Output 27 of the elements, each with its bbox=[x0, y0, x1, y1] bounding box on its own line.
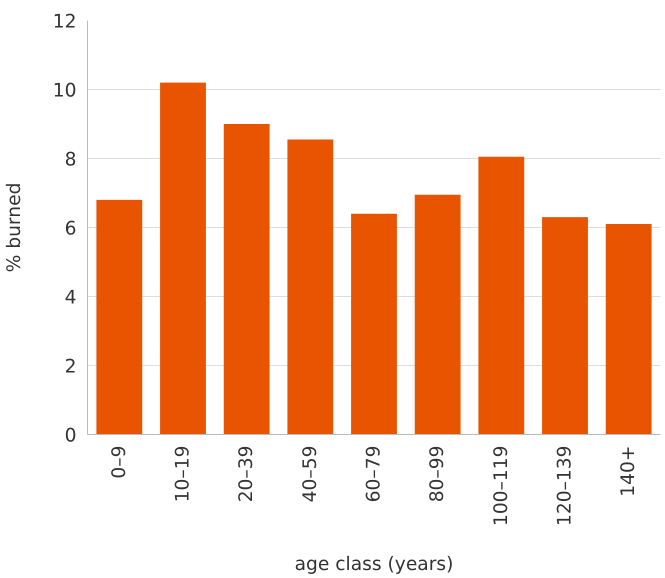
y-tick-label: 0 bbox=[64, 426, 77, 446]
bar bbox=[224, 124, 270, 434]
y-tick-label: 10 bbox=[52, 80, 77, 102]
x-tick-label: 10–19 bbox=[172, 445, 194, 502]
y-axis-title: % burned bbox=[4, 182, 25, 272]
y-tick-label: 8 bbox=[64, 150, 77, 170]
bar bbox=[287, 140, 334, 434]
x-tick-label: 140+ bbox=[618, 445, 640, 497]
x-axis-title: age class (years) bbox=[294, 554, 454, 576]
x-tick-label: 0–9 bbox=[108, 445, 130, 479]
bar bbox=[96, 200, 142, 434]
x-tick-label: 40–59 bbox=[300, 445, 321, 502]
bar bbox=[414, 194, 461, 434]
x-tick-label: 80–99 bbox=[427, 445, 448, 502]
bar bbox=[542, 217, 588, 434]
y-tick-label: 6 bbox=[64, 218, 77, 240]
x-tick-label: 100–119 bbox=[490, 446, 512, 526]
y-tick-label: 12 bbox=[52, 12, 77, 32]
x-tick-label: 120–139 bbox=[554, 446, 576, 526]
bar bbox=[160, 82, 206, 434]
bar bbox=[351, 214, 397, 434]
bar bbox=[606, 224, 652, 434]
y-tick-label: 4 bbox=[64, 288, 77, 308]
x-tick-label: 20–39 bbox=[236, 445, 258, 502]
bar bbox=[478, 156, 524, 434]
y-tick-label: 2 bbox=[64, 356, 77, 378]
x-tick-label: 60–79 bbox=[364, 445, 384, 502]
